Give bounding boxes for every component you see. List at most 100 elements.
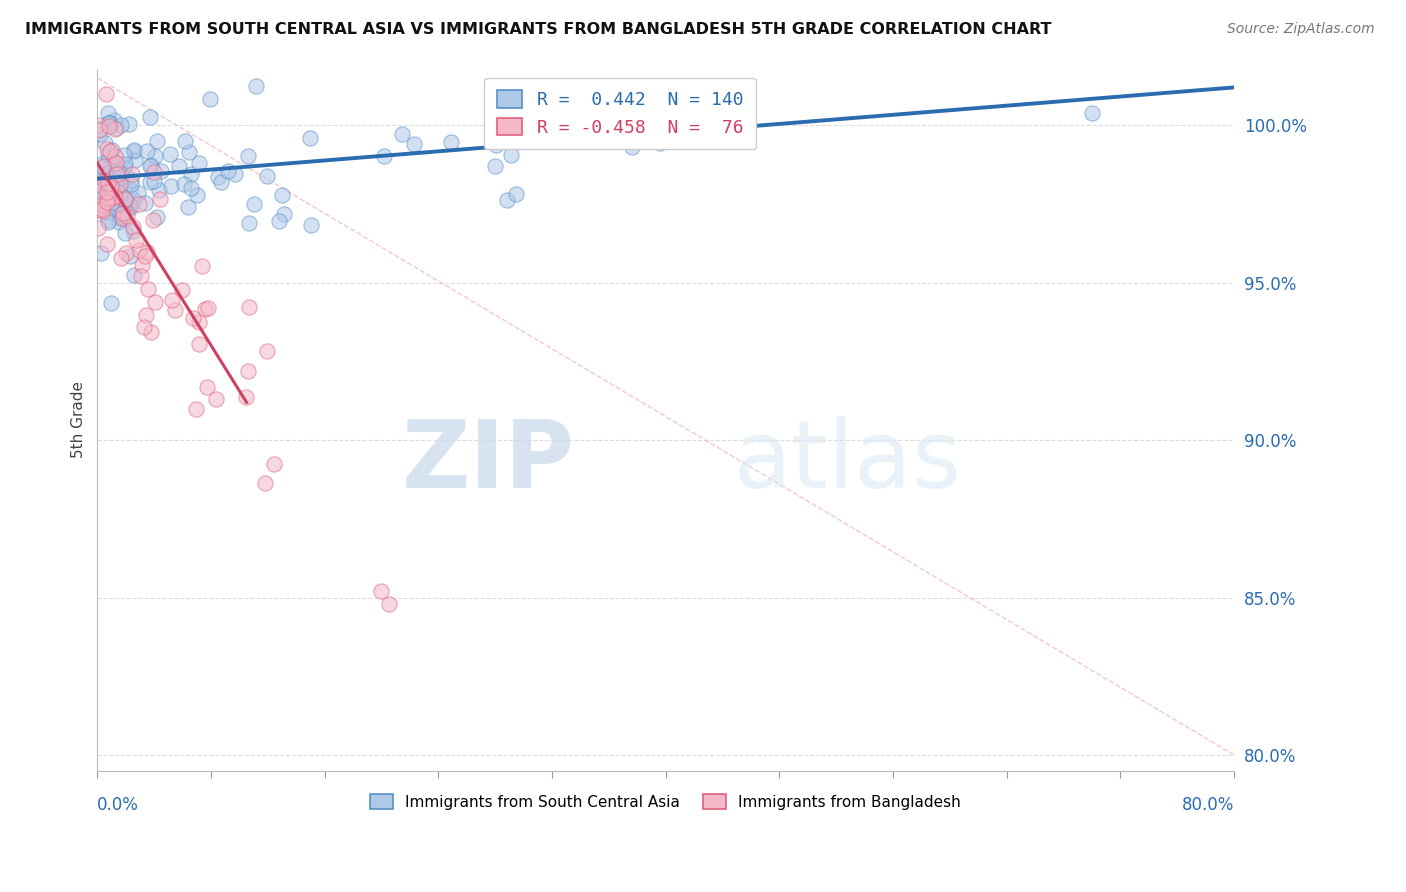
- Point: [122, 143, 145, 157]
- Text: 0.0%: 0.0%: [97, 796, 139, 814]
- Point: [107, 172, 129, 186]
- Text: 80.0%: 80.0%: [1181, 796, 1234, 814]
- Point: [180, 168, 202, 182]
- Point: [105, 181, 128, 195]
- Point: [101, 156, 124, 170]
- Point: [98, 186, 121, 201]
- Point: [97, 147, 120, 161]
- Point: [112, 147, 135, 161]
- Point: [205, 392, 228, 406]
- Point: [160, 293, 183, 307]
- Point: [114, 157, 136, 171]
- Point: [100, 194, 122, 209]
- Point: [103, 189, 125, 203]
- Point: [114, 226, 136, 240]
- Point: [149, 192, 172, 206]
- Point: [141, 158, 163, 172]
- Point: [104, 184, 127, 198]
- Point: [194, 301, 217, 316]
- Point: [160, 179, 183, 194]
- Point: [136, 244, 159, 259]
- Point: [499, 148, 522, 162]
- Point: [98, 145, 121, 159]
- Point: [120, 200, 142, 214]
- Point: [107, 176, 129, 190]
- Point: [97, 212, 120, 227]
- Text: Source: ZipAtlas.com: Source: ZipAtlas.com: [1227, 22, 1375, 37]
- Point: [87, 195, 110, 210]
- Point: [114, 192, 136, 206]
- Point: [87, 221, 110, 235]
- Point: [89, 122, 111, 136]
- Point: [108, 215, 131, 229]
- Point: [236, 148, 259, 162]
- Point: [224, 167, 246, 181]
- Point: [138, 175, 160, 189]
- Point: [114, 194, 136, 208]
- Point: [94, 169, 117, 183]
- Point: [373, 149, 395, 163]
- Point: [439, 136, 461, 150]
- Point: [96, 237, 118, 252]
- Point: [271, 188, 294, 202]
- Point: [139, 110, 162, 124]
- Point: [101, 183, 124, 197]
- Point: [505, 187, 527, 202]
- Point: [89, 198, 111, 212]
- Point: [98, 116, 121, 130]
- Point: [111, 170, 134, 185]
- Point: [110, 186, 132, 201]
- Point: [117, 209, 139, 223]
- Point: [87, 178, 110, 192]
- Point: [149, 164, 172, 178]
- Point: [135, 308, 157, 322]
- Point: [648, 136, 671, 150]
- Point: [96, 185, 118, 199]
- Point: [91, 168, 114, 182]
- Point: [141, 325, 163, 339]
- Point: [191, 260, 214, 274]
- Point: [174, 134, 197, 148]
- Point: [242, 196, 264, 211]
- Y-axis label: 5th Grade: 5th Grade: [72, 381, 86, 458]
- Point: [105, 162, 128, 177]
- Text: IMMIGRANTS FROM SOUTH CENTRAL ASIA VS IMMIGRANTS FROM BANGLADESH 5TH GRADE CORRE: IMMIGRANTS FROM SOUTH CENTRAL ASIA VS IM…: [25, 22, 1052, 37]
- Point: [108, 211, 131, 225]
- Point: [370, 584, 392, 599]
- Point: [103, 153, 125, 167]
- Point: [94, 194, 117, 209]
- Point: [118, 117, 141, 131]
- Point: [98, 116, 121, 130]
- Point: [495, 193, 517, 207]
- Point: [87, 203, 110, 218]
- Point: [188, 156, 211, 170]
- Point: [105, 156, 128, 170]
- Point: [125, 233, 148, 247]
- Point: [267, 213, 290, 227]
- Point: [101, 196, 124, 211]
- Point: [91, 160, 114, 174]
- Point: [108, 207, 131, 221]
- Point: [134, 196, 156, 211]
- Point: [118, 200, 141, 214]
- Point: [143, 295, 166, 310]
- Legend: Immigrants from South Central Asia, Immigrants from Bangladesh: Immigrants from South Central Asia, Immi…: [364, 788, 967, 815]
- Point: [101, 167, 124, 181]
- Point: [96, 195, 118, 210]
- Point: [111, 210, 134, 224]
- Point: [124, 153, 146, 167]
- Point: [121, 167, 143, 181]
- Point: [115, 201, 138, 215]
- Point: [110, 251, 132, 265]
- Point: [148, 183, 170, 197]
- Point: [96, 205, 118, 219]
- Point: [89, 123, 111, 137]
- Point: [183, 310, 205, 325]
- Point: [136, 282, 159, 296]
- Point: [104, 122, 127, 136]
- Text: atlas: atlas: [734, 416, 962, 508]
- Point: [103, 112, 125, 127]
- Point: [253, 476, 276, 491]
- Point: [87, 183, 110, 197]
- Point: [93, 187, 115, 202]
